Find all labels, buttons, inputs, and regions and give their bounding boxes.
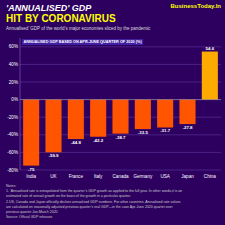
x-tick-label: Japan xyxy=(181,174,194,179)
data-label: -27.8 xyxy=(182,125,193,130)
x-tick-label: Italy xyxy=(94,174,103,179)
chart: 'ANNUALISED' GDPHIT BY CORONAVIRUS Annual… xyxy=(0,0,225,225)
data-label: -38.7 xyxy=(115,135,126,140)
x-tick-label: France xyxy=(69,174,84,179)
bar xyxy=(68,100,84,139)
bars xyxy=(23,52,218,166)
data-label: 54.6 xyxy=(206,46,215,51)
chart-label-text: ANNUALISED GDP BASED ON APR-JUNE QUARTER… xyxy=(24,40,143,44)
y-axis-line xyxy=(20,38,21,170)
x-tick-label: China xyxy=(204,174,216,179)
data-label: -44.8 xyxy=(71,140,82,145)
background xyxy=(0,0,225,225)
bar xyxy=(112,100,128,134)
bar xyxy=(23,100,39,166)
bar xyxy=(90,100,106,137)
data-label: -75 xyxy=(28,167,35,172)
data-label: -31.7 xyxy=(160,128,171,133)
y-tick-label: 0% xyxy=(11,97,18,102)
data-label: -42.2 xyxy=(93,138,104,143)
bar xyxy=(157,100,173,128)
note: Source: Official GDP releases xyxy=(6,215,53,219)
y-tick-label: -60% xyxy=(7,150,18,155)
title: 'ANNUALISED' GDP xyxy=(6,3,92,13)
x-tick-label: Germany xyxy=(133,174,153,179)
y-tick-label: -40% xyxy=(7,132,18,137)
y-tick-label: 20% xyxy=(9,80,18,85)
grid-line xyxy=(20,64,221,65)
bar xyxy=(135,100,151,129)
bar xyxy=(45,100,61,153)
note: Notes: xyxy=(6,184,16,188)
x-tick-label: Canada xyxy=(112,174,129,179)
y-tick-label: 60% xyxy=(9,44,18,49)
x-tick-label: India xyxy=(26,174,36,179)
bar xyxy=(179,100,195,124)
data-label: -33.5 xyxy=(138,130,149,135)
note: previous quarter Jan-March 2020 xyxy=(6,210,58,214)
watermark: BusinessToday.In xyxy=(171,3,222,9)
bar xyxy=(202,52,218,100)
note: 2.US, Canada and Japan officially declar… xyxy=(6,200,181,204)
note: 1. ‘Annualised rate is extrapolated from… xyxy=(6,189,182,193)
data-label: -59.9 xyxy=(48,153,59,158)
title: HIT BY CORONAVIRUS xyxy=(6,13,116,24)
y-tick-label: -80% xyxy=(7,168,18,173)
note: are calculated on seasonally adjusted pr… xyxy=(6,205,173,209)
grid-line xyxy=(20,82,221,83)
zero-line xyxy=(20,99,221,100)
subtitle: Annualised’ GDP of the world’s major eco… xyxy=(6,26,151,31)
x-tick-label: UK xyxy=(50,174,57,179)
y-tick-label: -20% xyxy=(7,115,18,120)
y-tick-label: 40% xyxy=(9,62,18,67)
x-tick-label: USA xyxy=(160,174,170,179)
note: estimated rate of annual growth on the b… xyxy=(6,194,131,198)
grid-line xyxy=(20,170,221,171)
grid-line xyxy=(20,46,221,47)
chart-label: ANNUALISED GDP BASED ON APR-JUNE QUARTER… xyxy=(22,39,143,45)
grid xyxy=(20,47,221,170)
chart-label-box xyxy=(22,39,143,45)
